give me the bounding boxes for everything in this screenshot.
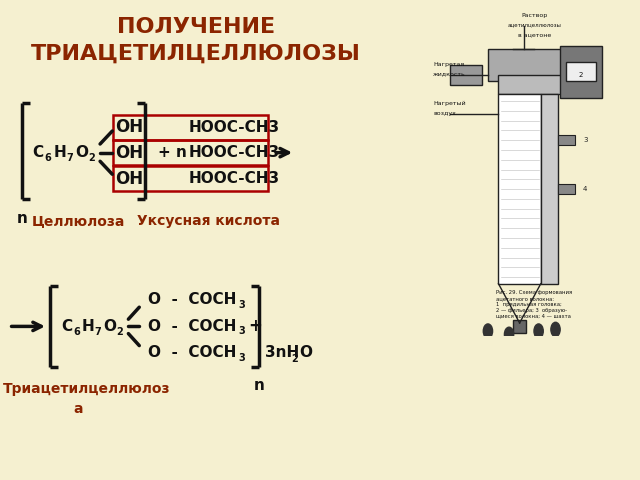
Text: OH: OH <box>115 118 143 136</box>
Text: HOOC-CH3: HOOC-CH3 <box>188 120 280 135</box>
Text: +: + <box>248 317 262 336</box>
Text: 3nH: 3nH <box>266 345 300 360</box>
Circle shape <box>483 324 493 338</box>
Text: C: C <box>33 145 44 160</box>
Text: 2: 2 <box>292 354 298 363</box>
Bar <box>557 184 575 194</box>
Bar <box>560 46 602 98</box>
Text: H: H <box>54 145 67 160</box>
Circle shape <box>551 322 560 336</box>
Text: ацетилцеллюлозы: ацетилцеллюлозы <box>508 23 561 28</box>
Text: O  -  COCH: O - COCH <box>148 345 236 360</box>
Text: O: O <box>299 345 312 360</box>
Text: O: O <box>76 145 88 160</box>
Text: 3: 3 <box>239 300 245 310</box>
Text: Рис. 29. Схема формования
ацетатного волокна:
1  прядильная головка;
2 — фильера: Рис. 29. Схема формования ацетатного вол… <box>496 290 573 319</box>
Bar <box>499 75 562 95</box>
Text: а: а <box>74 402 83 416</box>
Text: жидкость: жидкость <box>433 72 466 77</box>
Text: O  -  COCH: O - COCH <box>148 319 236 334</box>
Text: 6: 6 <box>73 327 80 337</box>
Text: OH: OH <box>115 144 143 162</box>
Bar <box>557 135 575 145</box>
Text: Нагретая: Нагретая <box>433 62 464 67</box>
Circle shape <box>534 324 543 338</box>
Text: O: O <box>104 319 116 334</box>
Text: 6: 6 <box>45 154 52 163</box>
Bar <box>566 62 596 82</box>
Text: Нагретый: Нагретый <box>433 101 466 106</box>
Text: Целлюлоза: Целлюлоза <box>31 214 125 228</box>
Text: Раствор: Раствор <box>521 13 548 18</box>
Bar <box>513 320 526 333</box>
Text: HOOC-CH3: HOOC-CH3 <box>188 145 280 160</box>
Text: 3: 3 <box>583 137 588 143</box>
Text: O  -  COCH: O - COCH <box>148 292 236 308</box>
Text: 7: 7 <box>95 327 102 337</box>
Text: 2: 2 <box>116 327 124 337</box>
Text: Уксусная кислота: Уксусная кислота <box>138 214 280 228</box>
Bar <box>541 95 557 284</box>
Text: 3: 3 <box>239 353 245 362</box>
Text: воздух: воздух <box>433 111 456 116</box>
Text: 4: 4 <box>583 186 588 192</box>
Text: 7: 7 <box>67 154 74 163</box>
Bar <box>499 95 541 284</box>
Bar <box>488 49 572 82</box>
Text: n: n <box>17 211 27 226</box>
Text: 2: 2 <box>579 72 583 78</box>
Text: HOOC-CH3: HOOC-CH3 <box>188 171 280 186</box>
Text: H: H <box>82 319 95 334</box>
Text: Триацетилцеллюлоз: Триацетилцеллюлоз <box>3 382 171 396</box>
Text: ПОЛУЧЕНИЕ: ПОЛУЧЕНИЕ <box>116 17 275 37</box>
Bar <box>450 65 482 84</box>
Text: n: n <box>253 378 264 393</box>
Text: + n: + n <box>158 145 187 160</box>
Text: OH: OH <box>115 169 143 188</box>
Text: в ацетоне: в ацетоне <box>518 33 551 37</box>
Text: 3: 3 <box>239 326 245 336</box>
Text: ТРИАЦЕТИЛЦЕЛЛЮЛОЗЫ: ТРИАЦЕТИЛЦЕЛЛЮЛОЗЫ <box>31 43 361 63</box>
Text: 2: 2 <box>88 154 95 163</box>
Text: C: C <box>61 319 72 334</box>
Circle shape <box>504 327 514 342</box>
